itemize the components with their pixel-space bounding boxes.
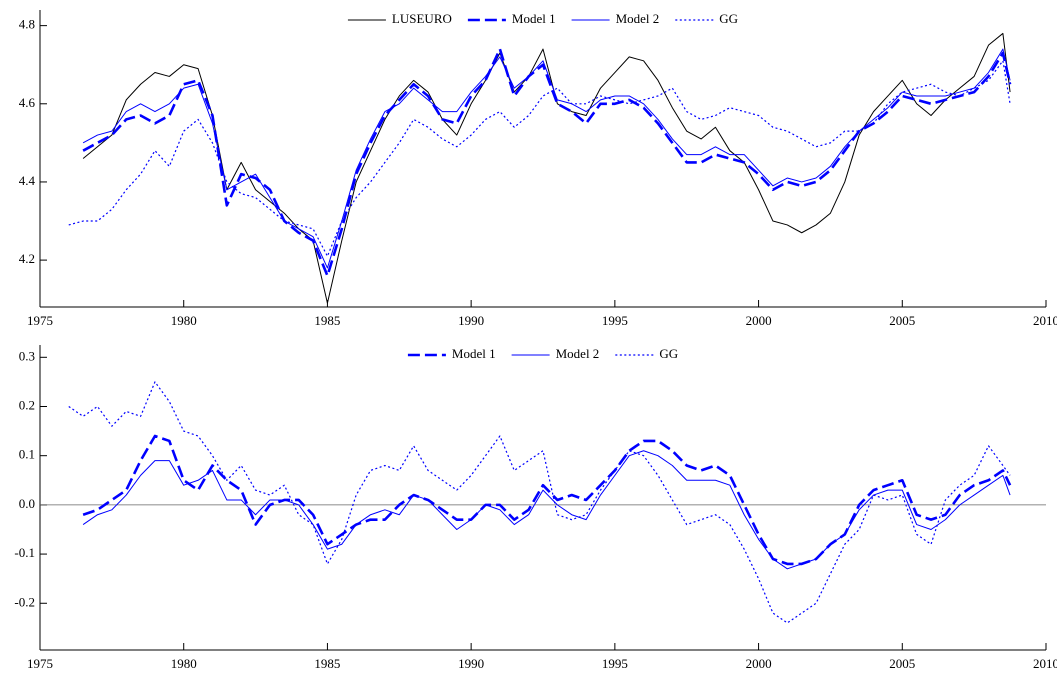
x-tick-label: 1985 [314,313,340,328]
x-tick-label: 2010 [1033,313,1057,328]
y-tick-label: 4.2 [19,251,35,266]
legend-label: Model 1 [452,346,496,361]
x-tick-label: 1995 [602,313,628,328]
x-tick-label: 1975 [27,656,53,671]
y-tick-label: 0.2 [19,397,35,412]
y-tick-label: 4.4 [19,173,36,188]
series-line [68,60,1011,257]
y-tick-label: -0.1 [14,545,35,560]
x-tick-label: 1995 [602,656,628,671]
x-tick-label: 2000 [746,656,772,671]
x-tick-label: 1990 [458,656,484,671]
legend-label: Model 1 [512,11,556,26]
series-line [82,434,1012,566]
series-line [68,381,1011,624]
legend-label: GG [719,11,738,26]
panel: 4.2 4.4 4.6 4.8 1975 1980 1985 1990 1995 2000 2005… [19,10,1057,328]
series-line [82,32,1011,304]
series-line [82,450,1011,570]
legend-label: Model 2 [556,346,600,361]
legend: LUSEURO Model 1 Model 2 GG [347,11,738,26]
x-tick-label: 2000 [746,313,772,328]
legend-label: LUSEURO [392,11,452,26]
series-line [82,48,1011,269]
x-tick-label: 1985 [314,656,340,671]
x-tick-label: 2005 [889,656,915,671]
y-tick-label: 0.0 [19,496,35,511]
x-tick-label: 1990 [458,313,484,328]
x-tick-label: 1980 [171,656,197,671]
y-tick-label: 0.1 [19,447,35,462]
y-tick-label: -0.2 [14,594,35,609]
legend-label: Model 2 [616,11,660,26]
y-tick-label: 0.3 [19,348,35,363]
x-tick-label: 2005 [889,313,915,328]
y-tick-label: 4.6 [19,95,36,110]
x-tick-label: 1980 [171,313,197,328]
x-tick-label: 2010 [1033,656,1057,671]
legend-label: GG [659,346,678,361]
y-tick-label: 4.8 [19,17,35,32]
panel: -0.2 -0.1 0.0 0.1 0.2 0.3 1975 1980 1985 1990 1995… [14,345,1057,671]
legend: Model 1 Model 2 GG [407,346,678,361]
series-line [82,47,1012,278]
x-tick-label: 1975 [27,313,53,328]
